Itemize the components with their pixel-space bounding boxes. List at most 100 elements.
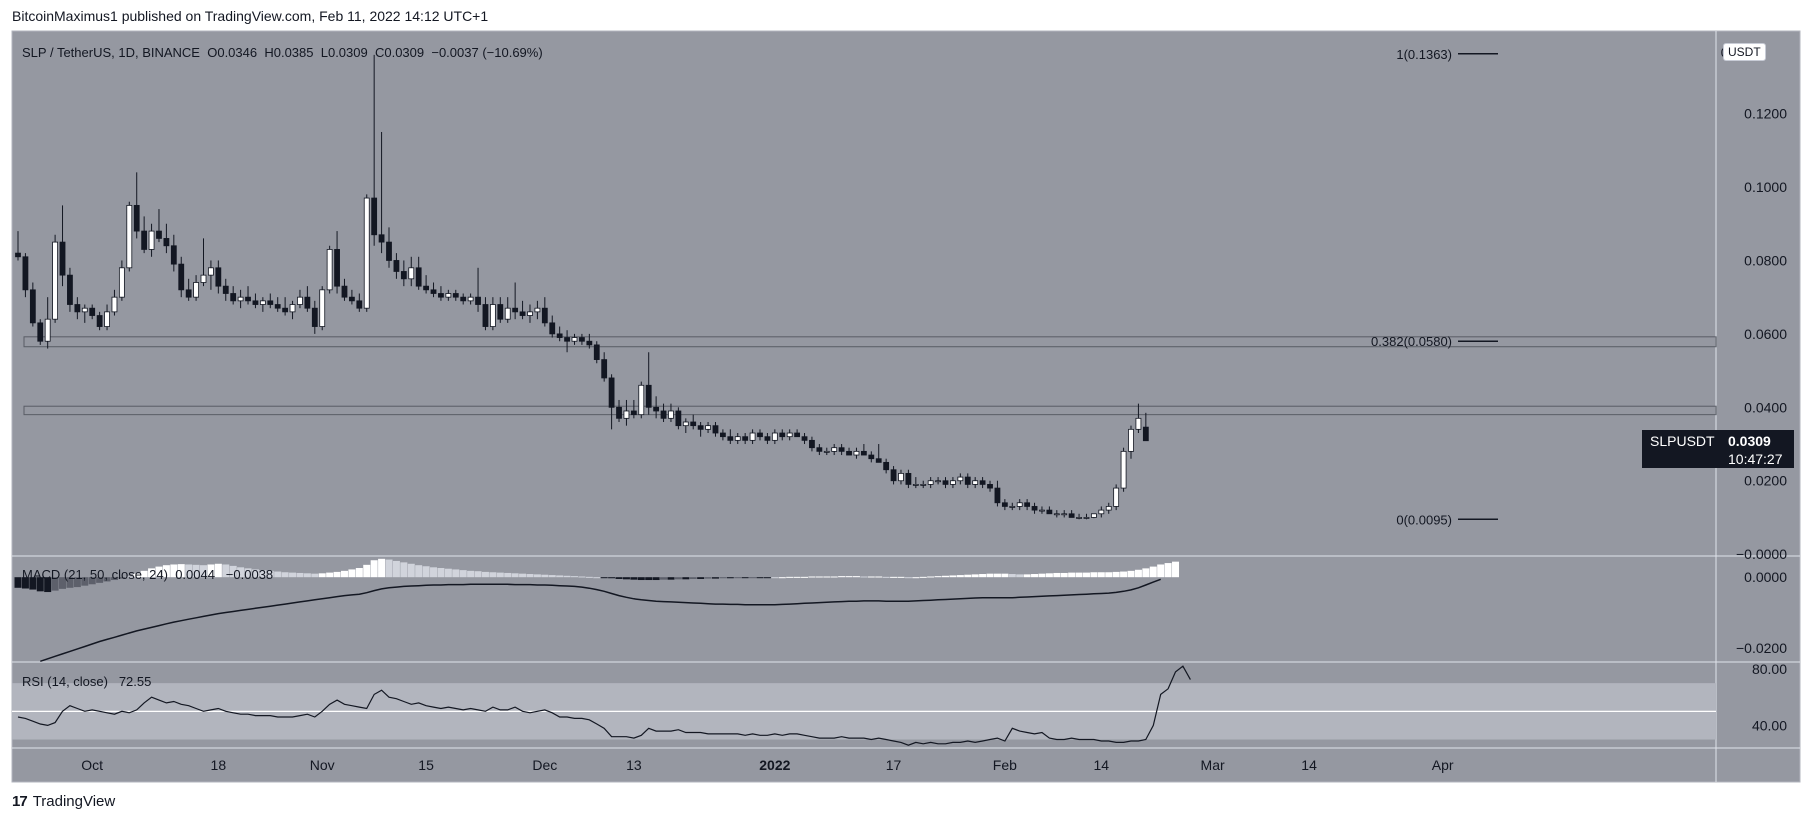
candle-body [653,406,660,412]
price-axis-tick: 0.1000 [1744,179,1787,195]
price-badge-price: 0.0309 [1728,433,1771,449]
macd-histogram-bar [385,559,393,578]
macd-histogram-bar [956,575,964,578]
macd-histogram-bar [1031,574,1039,578]
price-axis-tick: 0.1200 [1744,106,1787,122]
candle-body [868,454,875,460]
candle-body [22,256,29,291]
horizontal-zone [23,405,1717,416]
time-axis-tick: 2022 [759,757,790,773]
candle-body [237,296,244,302]
macd-histogram-bar [88,577,96,585]
candle-body [289,304,296,313]
macd-histogram-bar [556,575,564,578]
currency-badge[interactable]: USDT [1723,43,1766,61]
candle-body [920,484,927,486]
macd-histogram-bar [674,577,682,580]
macd-histogram-bar [207,564,215,578]
candle-body [319,289,326,327]
candle-body [979,480,986,485]
macd-histogram-bar [370,560,378,578]
candle-body [1001,502,1008,507]
macd-histogram-bar [21,577,29,589]
macd-histogram-bar [1164,563,1172,578]
macd-histogram-bar [422,566,430,578]
candle-body [274,304,281,309]
candle-body [467,296,474,302]
macd-histogram-bar [303,573,311,578]
candle-body [556,333,563,338]
candle-body [1105,506,1112,511]
candle-body [593,344,600,360]
time-axis-tick: Mar [1201,757,1225,773]
fib-level-label: 0.382(0.0580) [1371,334,1452,349]
macd-legend: MACD (21, 50, close, 24) 0.0044 −0.0038 [22,567,273,582]
macd-histogram-bar [615,577,623,579]
candle-body [81,307,88,313]
macd-histogram-bar [281,572,289,578]
macd-histogram-bar [274,571,282,578]
footer-brand[interactable]: 17 TradingView [12,793,115,810]
horizontal-zone [23,336,1717,348]
candle-body [964,476,971,485]
candle-body [779,432,786,438]
candle-body [334,249,340,287]
macd-histogram-bar [548,575,556,578]
time-axis-tick: 15 [418,757,434,773]
rsi-label: RSI (14, close) [22,674,108,689]
macd-histogram-bar [237,567,245,578]
macd-histogram-bar [867,576,875,578]
macd-histogram-bar [608,577,616,579]
low-label: L [320,45,328,60]
macd-histogram-bar [1060,572,1068,578]
macd-histogram-bar [511,573,519,578]
candle-body [1009,506,1016,508]
candle-body [742,436,749,441]
time-axis-tick: Nov [310,757,335,773]
macd-histogram-bar [103,577,111,582]
candle-body [170,245,177,265]
candle-body [163,238,170,247]
macd-histogram-bar [1120,571,1128,578]
macd-histogram-bar [815,576,823,578]
candle-body [994,487,1001,504]
candle-body [809,439,815,449]
macd-histogram-bar [652,577,660,581]
price-pane [12,31,1716,556]
macd-histogram-bar [786,576,794,578]
macd-histogram-bar [333,571,341,578]
time-axis-tick: 13 [626,757,642,773]
rsi-axis-tick: 80.00 [1752,661,1787,677]
macd-histogram-bar [726,577,734,579]
candle-body [74,304,81,313]
price-axis-tick: −0.0000 [1736,546,1787,562]
candle-body [549,322,556,335]
macd-histogram-bar [355,568,363,578]
macd-histogram-bar [1045,573,1053,578]
macd-histogram-bar [407,563,415,578]
macd-signal-value: −0.0038 [225,567,274,582]
candle-body [668,410,674,419]
macd-histogram-bar [155,566,163,578]
candle-body [1113,487,1120,507]
macd-histogram-bar [667,577,675,580]
macd-histogram-bar [823,576,831,578]
candle-body [764,436,771,441]
macd-histogram-bar [430,567,438,578]
macd-histogram-bar [875,576,883,578]
macd-histogram-bar [600,577,608,579]
candle-body [645,384,652,408]
candle-body [438,293,444,298]
macd-histogram-bar [318,573,326,578]
candle-body [259,300,266,305]
candle-body [393,260,400,272]
candle-body [1098,509,1105,515]
candle-body [860,450,867,456]
chart-canvas[interactable]: 1(0.1363) 0.382(0.0580) 0(0.0095) 0.1200 0.1… [0,0,1813,790]
price-axis-tick: 0.0800 [1744,252,1787,268]
macd-histogram-bar [808,576,816,578]
macd-histogram-bar [1053,572,1061,578]
candle-body [245,296,251,302]
macd-histogram-bar [585,576,593,578]
time-axis-tick: Apr [1432,757,1454,773]
